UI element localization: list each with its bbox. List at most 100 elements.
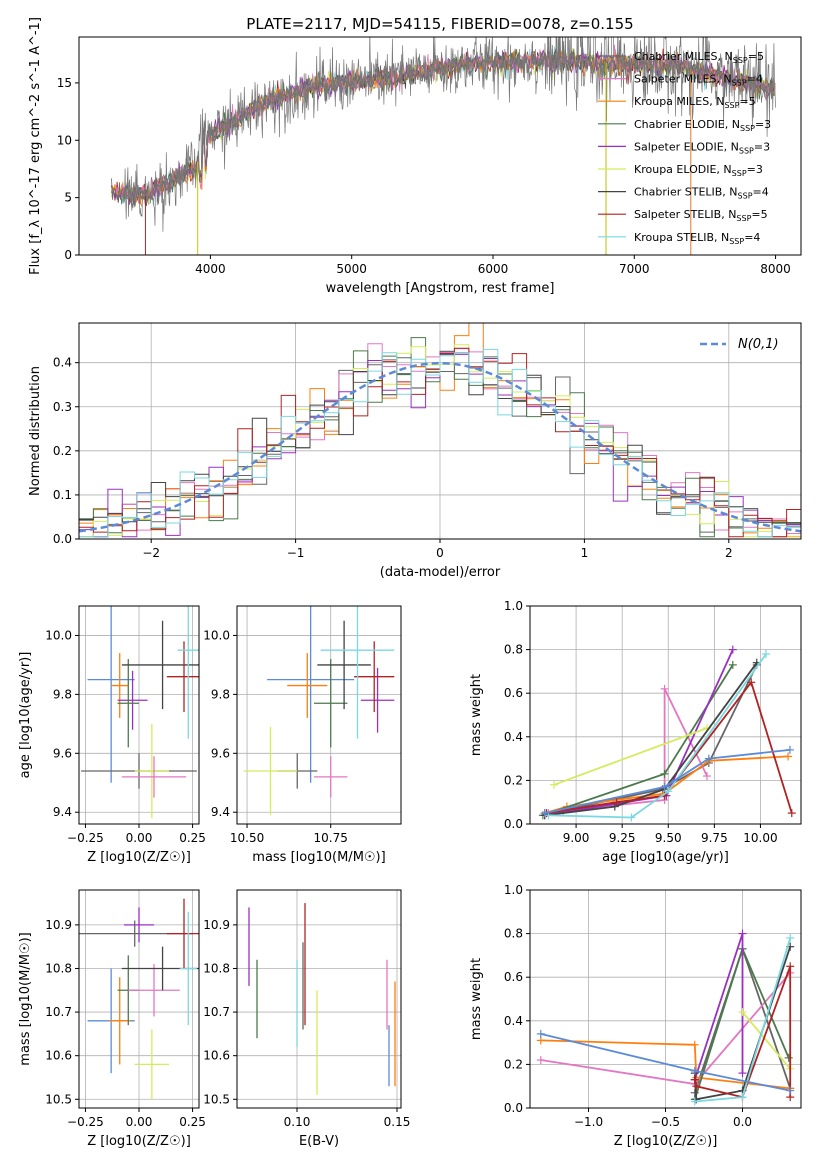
x-axis-label: wavelength [Angstrom, rest frame]	[326, 281, 555, 296]
y-tick-label: 10.6	[203, 1049, 230, 1063]
x-tick-label: 0.00	[126, 1115, 153, 1129]
mass-vs-ebv-panel: 0.10 0.15 10.5 10.6 10.7 10.8 10.9 E(B-V)	[203, 889, 410, 1149]
legend-label: Chabrier MILES, NSSP=5	[634, 50, 764, 65]
x-axis-label: (data-model)/error	[380, 565, 501, 580]
y-tick-label: 1.0	[504, 883, 523, 897]
spectrum-legend: Chabrier MILES, NSSP=5 Salpeter MILES, NS…	[598, 50, 771, 246]
gaussian-legend-label: N(0,1)	[738, 337, 779, 352]
x-tick-label: 1	[581, 546, 589, 560]
y-tick-label: 0.2	[504, 1057, 523, 1071]
x-axis-label: Z [log10(Z/Z☉)]	[614, 1134, 718, 1149]
age-vs-mass-panel: 10.50 10.75 9.4 9.6 9.8 10.0 mass [log10(M/M☉)…	[203, 605, 402, 865]
x-tick-label: 0.0	[733, 1115, 752, 1129]
legend-label: Kroupa ELODIE, NSSP=3	[634, 163, 763, 178]
x-tick-label: 5000	[336, 262, 367, 276]
y-tick-label: 0.3	[53, 400, 72, 414]
y-tick-label: 0.6	[504, 686, 523, 700]
legend-label: Chabrier ELODIE, NSSP=3	[634, 118, 771, 133]
y-axis-label: mass weight	[469, 958, 484, 1040]
x-tick-label: 0	[436, 546, 444, 560]
y-axis-label: mass weight	[469, 674, 484, 756]
weight-line	[693, 933, 744, 1080]
axes-frame	[236, 605, 402, 825]
y-tick-label: 10.5	[203, 1092, 230, 1106]
x-tick-label: 8000	[760, 262, 791, 276]
x-tick-label: 10.50	[230, 831, 264, 845]
y-tick-label: 10.9	[45, 918, 72, 932]
x-tick-label: 0.25	[179, 1115, 206, 1129]
y-tick-label: 1.0	[504, 599, 523, 613]
x-axis-label: Z [log10(Z/Z☉)]	[87, 850, 191, 865]
gaussian-curve	[78, 361, 802, 533]
y-tick-label: 9.6	[211, 746, 230, 760]
residuals-panel: N(0,1) −2 −1 0 1 2 0.0 0.1 0.2 0.3 0.4 (data-model)…	[28, 322, 802, 580]
y-tick-label: 10.6	[45, 1049, 72, 1063]
y-tick-label: 0.4	[504, 1014, 523, 1028]
x-axis-label: Z [log10(Z/Z☉)]	[87, 1134, 191, 1149]
axes-frame	[529, 605, 802, 825]
y-tick-label: 9.4	[211, 805, 230, 819]
weight-line	[544, 662, 758, 817]
x-tick-label: 10.75	[314, 831, 348, 845]
age-vs-z-panel: −0.25 0.00 0.25 9.4 9.6 9.8 10.0 Z [log10(Z/Z☉)…	[18, 605, 206, 865]
y-tick-label: 0.0	[504, 817, 523, 831]
y-tick-label: 0.1	[53, 488, 72, 502]
x-tick-label: −0.25	[67, 1115, 104, 1129]
mass-vs-z-panel: −0.25 0.00 0.25 10.5 10.6 10.7 10.8 10.9 Z [log1…	[18, 889, 206, 1149]
x-tick-label: 2	[725, 546, 733, 560]
x-tick-label: 6000	[478, 262, 509, 276]
y-tick-label: 15	[57, 76, 72, 90]
x-tick-label: −0.25	[67, 831, 104, 845]
x-axis-label: mass [log10(M/M☉)]	[252, 850, 385, 865]
weight-line	[540, 1039, 791, 1090]
weight-vs-age-panel: 9.00 9.25 9.50 9.75 10.00 0.0 0.2 0.4 0.6 0.8 1.0 a…	[469, 599, 802, 865]
x-tick-label: 9.25	[609, 831, 636, 845]
y-axis-label: mass [log10(M/M☉)]	[18, 932, 33, 1065]
y-axis-label: Flux [f_λ 10^-17 erg cm^-2 s^-1 A^-1]	[28, 17, 43, 275]
y-tick-label: 10.0	[203, 628, 230, 642]
legend-label: Salpeter STELIB, NSSP=5	[634, 208, 768, 223]
weight-line	[546, 680, 793, 814]
x-tick-label: 4000	[195, 262, 226, 276]
x-axis-label: age [log10(age/yr)]	[602, 850, 729, 865]
y-tick-label: 10	[57, 133, 72, 147]
weight-line	[544, 649, 734, 817]
y-tick-label: 9.8	[211, 687, 230, 701]
y-axis-label: age [log10(age/yr)]	[18, 652, 33, 779]
x-axis-label: E(B-V)	[299, 1134, 339, 1149]
legend-label: Salpeter ELODIE, NSSP=3	[634, 140, 770, 155]
x-tick-label: 9.50	[655, 831, 682, 845]
weight-line	[548, 653, 767, 819]
weight-line	[553, 727, 708, 786]
observed-spectrum-line	[122, 37, 776, 232]
x-tick-label: 10.00	[743, 831, 777, 845]
x-tick-label: −2	[142, 546, 160, 560]
weight-line	[544, 749, 790, 814]
legend-label: Salpeter MILES, NSSP=4	[634, 73, 763, 88]
x-tick-label: 0.10	[284, 1115, 311, 1129]
y-axis-label: Normed distribution	[28, 366, 43, 496]
y-tick-label: 10.9	[203, 918, 230, 932]
y-tick-label: 0.2	[53, 444, 72, 458]
spectrum-panel: 4000 5000 6000 7000 8000 0 5 10 15 wavelength [An…	[28, 17, 802, 296]
x-tick-label: 9.75	[701, 831, 728, 845]
y-tick-label: 10.0	[45, 628, 72, 642]
legend-label: Kroupa MILES, NSSP=5	[634, 95, 756, 110]
x-tick-label: −1.0	[574, 1115, 603, 1129]
y-tick-label: 0.8	[504, 927, 523, 941]
y-tick-label: 9.8	[53, 687, 72, 701]
x-tick-label: 9.00	[563, 831, 590, 845]
y-tick-label: 10.7	[203, 1005, 230, 1019]
y-tick-label: 5	[64, 191, 72, 205]
legend-label: Kroupa STELIB, NSSP=4	[634, 231, 760, 246]
axes-frame	[236, 889, 402, 1109]
y-tick-label: 0.4	[504, 730, 523, 744]
x-tick-label: 7000	[619, 262, 650, 276]
axes-frame	[78, 36, 802, 256]
y-tick-label: 10.5	[45, 1092, 72, 1106]
x-tick-label: −1	[287, 546, 305, 560]
y-tick-label: 0.6	[504, 970, 523, 984]
y-tick-label: 0.2	[504, 773, 523, 787]
histogram-step-line	[79, 348, 801, 538]
